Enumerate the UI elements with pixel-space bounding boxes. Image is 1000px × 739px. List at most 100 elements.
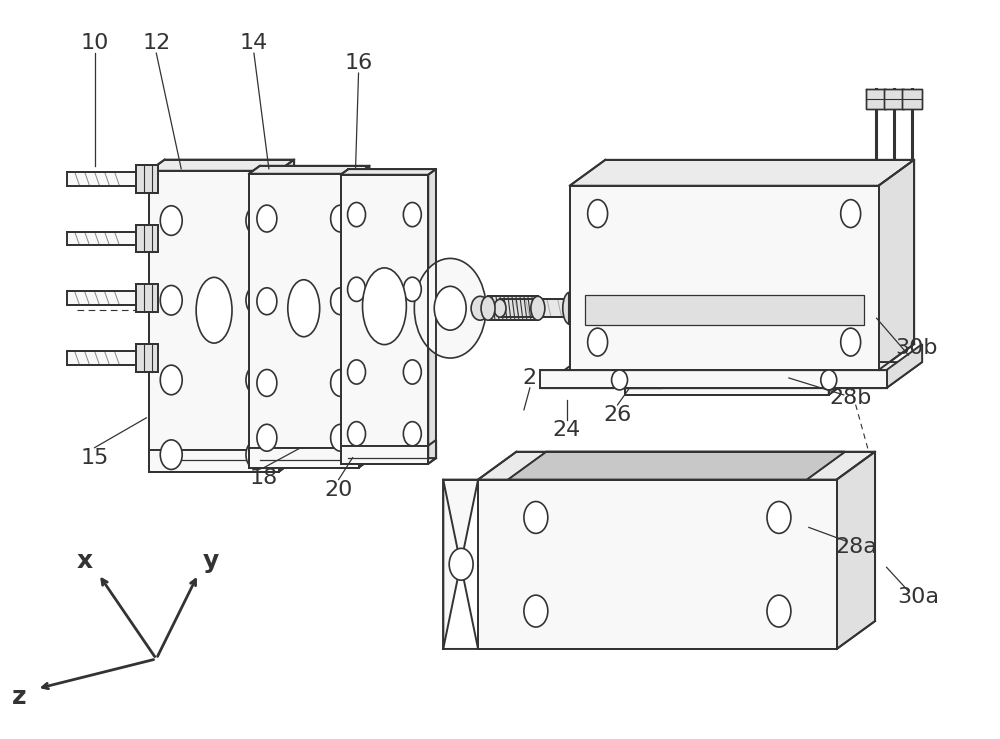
Text: 30a: 30a — [897, 588, 939, 607]
Ellipse shape — [257, 370, 277, 396]
Ellipse shape — [348, 422, 366, 446]
Text: 18: 18 — [250, 468, 278, 488]
Ellipse shape — [331, 287, 351, 315]
Polygon shape — [500, 299, 829, 317]
Ellipse shape — [841, 200, 861, 228]
Polygon shape — [359, 166, 369, 448]
Polygon shape — [829, 375, 840, 395]
Polygon shape — [764, 486, 775, 505]
Polygon shape — [249, 166, 369, 174]
Polygon shape — [149, 460, 294, 471]
Polygon shape — [136, 225, 158, 253]
Ellipse shape — [524, 595, 548, 627]
Polygon shape — [428, 440, 436, 463]
Text: 14: 14 — [240, 33, 268, 53]
Ellipse shape — [403, 422, 421, 446]
Polygon shape — [149, 171, 279, 450]
Ellipse shape — [414, 259, 486, 358]
Text: 20: 20 — [324, 480, 353, 500]
Polygon shape — [884, 89, 904, 109]
Ellipse shape — [767, 502, 791, 534]
Polygon shape — [618, 358, 672, 366]
Text: z: z — [12, 685, 26, 709]
Ellipse shape — [331, 370, 351, 396]
Polygon shape — [879, 160, 914, 370]
Polygon shape — [443, 480, 478, 649]
Ellipse shape — [841, 328, 861, 356]
Ellipse shape — [246, 440, 268, 469]
Ellipse shape — [160, 365, 182, 395]
Ellipse shape — [531, 296, 545, 320]
Ellipse shape — [403, 202, 421, 227]
Ellipse shape — [588, 200, 608, 228]
Text: 2: 2 — [523, 368, 537, 388]
Ellipse shape — [449, 548, 473, 580]
Ellipse shape — [563, 293, 577, 324]
Ellipse shape — [160, 205, 182, 235]
Ellipse shape — [471, 296, 489, 320]
Ellipse shape — [363, 268, 406, 344]
Text: 28b: 28b — [829, 388, 872, 408]
Polygon shape — [136, 344, 158, 372]
Polygon shape — [341, 174, 428, 446]
Polygon shape — [887, 344, 922, 388]
Polygon shape — [67, 351, 136, 365]
Polygon shape — [866, 89, 886, 109]
Polygon shape — [279, 438, 294, 471]
Ellipse shape — [481, 296, 495, 320]
Text: 16: 16 — [344, 53, 373, 73]
Ellipse shape — [823, 299, 835, 317]
Polygon shape — [341, 446, 428, 463]
Ellipse shape — [821, 370, 837, 390]
Polygon shape — [279, 160, 294, 450]
Ellipse shape — [403, 277, 421, 302]
Ellipse shape — [403, 360, 421, 384]
Polygon shape — [249, 448, 359, 468]
Ellipse shape — [257, 424, 277, 452]
Polygon shape — [67, 171, 136, 185]
Ellipse shape — [588, 328, 608, 356]
Polygon shape — [618, 366, 662, 388]
Polygon shape — [570, 160, 914, 185]
Polygon shape — [902, 89, 922, 109]
Polygon shape — [136, 165, 158, 193]
Ellipse shape — [257, 205, 277, 232]
Polygon shape — [67, 291, 136, 305]
Polygon shape — [625, 375, 840, 383]
Polygon shape — [555, 494, 764, 505]
Ellipse shape — [246, 365, 268, 395]
Ellipse shape — [767, 595, 791, 627]
Text: 12: 12 — [142, 33, 170, 53]
Text: y: y — [203, 549, 219, 573]
Ellipse shape — [348, 277, 366, 302]
Polygon shape — [67, 231, 136, 245]
Polygon shape — [508, 452, 845, 480]
Ellipse shape — [331, 424, 351, 452]
Polygon shape — [555, 486, 775, 494]
Polygon shape — [428, 169, 436, 446]
Ellipse shape — [288, 280, 320, 337]
Ellipse shape — [246, 205, 268, 235]
Polygon shape — [149, 160, 294, 171]
Text: 30b: 30b — [895, 338, 938, 358]
Ellipse shape — [331, 205, 351, 232]
Text: x: x — [77, 549, 93, 573]
Polygon shape — [341, 169, 436, 174]
Text: 10: 10 — [80, 33, 109, 53]
Ellipse shape — [494, 299, 506, 317]
Polygon shape — [540, 370, 887, 388]
Bar — [585, 296, 864, 325]
Polygon shape — [478, 480, 837, 649]
Polygon shape — [136, 285, 158, 312]
Polygon shape — [359, 440, 369, 468]
Text: 26: 26 — [603, 405, 632, 425]
Polygon shape — [540, 362, 922, 388]
Ellipse shape — [434, 286, 466, 330]
Ellipse shape — [348, 202, 366, 227]
Ellipse shape — [246, 285, 268, 315]
Polygon shape — [478, 452, 875, 480]
Polygon shape — [625, 383, 829, 395]
Polygon shape — [341, 458, 436, 463]
Ellipse shape — [160, 440, 182, 469]
Polygon shape — [837, 452, 875, 649]
